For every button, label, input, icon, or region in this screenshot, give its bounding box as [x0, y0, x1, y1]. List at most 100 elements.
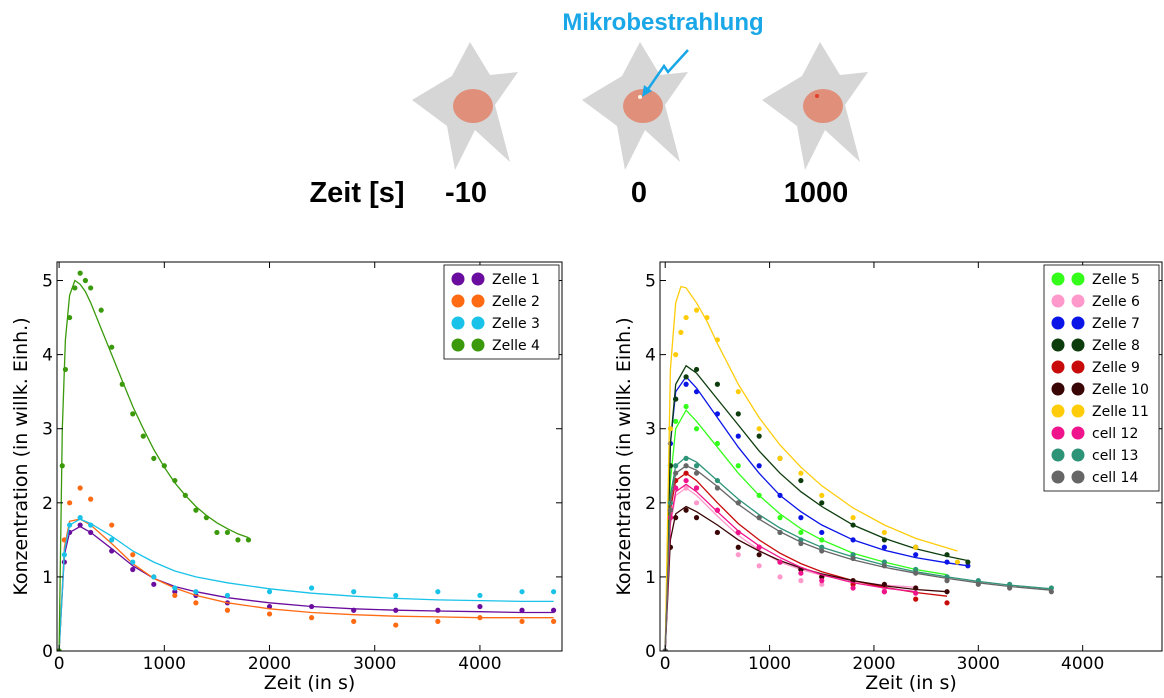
point [435, 607, 441, 613]
fit-line [664, 375, 968, 651]
y-tick-label: 0 [645, 642, 656, 662]
x-axis-label: Zeit (in s) [865, 672, 957, 694]
point [913, 590, 919, 596]
x-tick-label: 1000 [748, 654, 791, 674]
point [777, 529, 783, 536]
point [819, 548, 825, 554]
point [683, 470, 689, 476]
point [913, 552, 919, 558]
point [130, 559, 136, 565]
point [819, 529, 825, 536]
legend-marker [451, 316, 465, 330]
point [714, 440, 721, 447]
axes-frame [56, 261, 563, 652]
point [673, 463, 679, 469]
legend-marker [1071, 316, 1085, 330]
cell [762, 42, 868, 170]
point [224, 607, 231, 613]
legend-marker [471, 338, 485, 352]
point [393, 607, 399, 613]
point [850, 537, 856, 543]
point [777, 559, 783, 565]
point [88, 496, 94, 502]
point [130, 411, 136, 417]
point [673, 470, 679, 476]
point [1048, 585, 1054, 591]
legend-label: cell 13 [1092, 448, 1138, 464]
point [673, 515, 679, 521]
point [235, 537, 241, 543]
point [714, 477, 721, 484]
point [714, 411, 721, 417]
fit-line [664, 456, 1052, 651]
point [214, 529, 220, 536]
point [266, 603, 273, 610]
point [667, 507, 674, 513]
time: 1000 [784, 177, 849, 209]
point [673, 418, 679, 424]
point [735, 463, 741, 469]
point [798, 470, 804, 476]
legend-marker [471, 316, 485, 330]
point [119, 381, 125, 387]
point [172, 592, 178, 599]
point [109, 537, 115, 543]
point [161, 463, 167, 469]
point [77, 485, 83, 491]
point [756, 552, 762, 558]
point [673, 396, 679, 402]
time-label: Zeit [s] [309, 177, 404, 209]
point [850, 515, 856, 521]
point [140, 433, 146, 439]
point [309, 603, 315, 610]
y-tick-label: 4 [42, 346, 53, 366]
legend-marker [1071, 360, 1085, 374]
nucleus [803, 89, 843, 123]
point [881, 581, 887, 587]
point [59, 463, 65, 469]
point [693, 515, 700, 521]
point [693, 485, 700, 491]
cell [582, 42, 688, 170]
point [756, 433, 762, 439]
legend-marker [1071, 426, 1085, 440]
point [850, 522, 856, 528]
nucleus [623, 89, 663, 123]
legend-marker [451, 294, 465, 308]
point [193, 600, 199, 606]
point [193, 507, 199, 513]
point [693, 463, 700, 469]
point [550, 618, 557, 624]
point [777, 455, 783, 461]
point [913, 544, 919, 550]
point [309, 615, 315, 621]
point [245, 537, 252, 543]
point [151, 455, 157, 461]
point [67, 500, 73, 506]
y-tick-label: 5 [42, 272, 53, 292]
point [678, 329, 684, 335]
legend-marker [1071, 294, 1085, 308]
point [777, 515, 783, 521]
point [756, 426, 762, 432]
y-tick-label: 1 [645, 568, 656, 588]
point [913, 596, 919, 602]
y-tick-label: 0 [42, 642, 53, 662]
fit-line [58, 279, 249, 651]
point [67, 522, 73, 528]
legend-label: Zelle 11 [1092, 404, 1149, 420]
point [819, 581, 825, 587]
fit-line [664, 487, 916, 651]
point [151, 581, 157, 587]
point [203, 515, 209, 521]
point [266, 589, 273, 595]
point [714, 507, 721, 513]
legend-marker [1071, 470, 1085, 484]
spot [638, 95, 642, 99]
point [693, 389, 700, 395]
legend-marker [1071, 404, 1085, 418]
point [109, 522, 115, 528]
nucleus [453, 89, 493, 123]
fit-line [58, 525, 554, 651]
point [881, 559, 887, 565]
